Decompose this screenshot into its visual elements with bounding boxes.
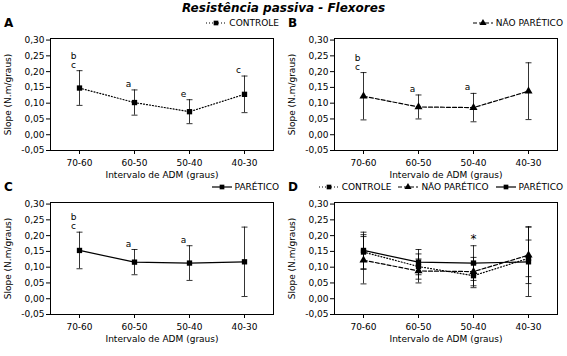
svg-text:0,30: 0,30 [308, 35, 328, 45]
html-text:NÃO PARÉTICO: NÃO PARÉTICO [421, 182, 489, 192]
svg-text:-0,05: -0,05 [21, 309, 44, 319]
svg-text:0,15: 0,15 [308, 246, 328, 256]
html-text:B: B [288, 16, 298, 30]
svg-text:0,10: 0,10 [308, 262, 328, 272]
svg-text:0,20: 0,20 [308, 67, 328, 77]
svg-text:Intervalo de ADM (graus): Intervalo de ADM (graus) [389, 334, 502, 344]
svg-text:0,25: 0,25 [24, 51, 44, 61]
svg-text:0,15: 0,15 [24, 82, 44, 92]
svg-text:a: a [126, 239, 132, 249]
svg-text:50-40: 50-40 [460, 322, 486, 332]
html-text:Resistência passiva - Flexores: Resistência passiva - Flexores [182, 1, 385, 15]
svg-text:0,05: 0,05 [308, 278, 328, 288]
svg-text:e: e [181, 89, 187, 99]
svg-text:0,10: 0,10 [308, 98, 328, 108]
svg-text:0,15: 0,15 [24, 246, 44, 256]
svg-text:70-60: 70-60 [350, 158, 376, 168]
svg-text:40-30: 40-30 [515, 158, 541, 168]
svg-text:a: a [181, 235, 187, 245]
svg-text:60-50: 60-50 [405, 322, 431, 332]
svg-text:bc: bc [71, 51, 77, 70]
svg-text:40-30: 40-30 [231, 322, 257, 332]
svg-text:0,05: 0,05 [24, 278, 44, 288]
svg-text:Slope (N.m/graus): Slope (N.m/graus) [3, 218, 13, 300]
svg-text:-0,05: -0,05 [305, 145, 328, 155]
svg-text:0,25: 0,25 [308, 215, 328, 225]
svg-text:0,00: 0,00 [308, 294, 328, 304]
svg-text:Intervalo de ADM (graus): Intervalo de ADM (graus) [105, 170, 218, 180]
svg-text:Slope (N.m/graus): Slope (N.m/graus) [3, 54, 13, 136]
svg-text:70-60: 70-60 [350, 322, 376, 332]
svg-text:Slope (N.m/graus): Slope (N.m/graus) [287, 218, 297, 300]
svg-text:40-30: 40-30 [231, 158, 257, 168]
html-text:PARÉTICO: PARÉTICO [234, 182, 279, 192]
svg-text:bc: bc [355, 53, 361, 72]
svg-text:-0,05: -0,05 [21, 145, 44, 155]
svg-text:0,30: 0,30 [24, 199, 44, 209]
svg-text:0,05: 0,05 [24, 114, 44, 124]
html-text:CONTROLE: CONTROLE [229, 18, 279, 28]
svg-text:50-40: 50-40 [176, 158, 202, 168]
svg-text:0,10: 0,10 [24, 98, 44, 108]
svg-text:0,10: 0,10 [24, 262, 44, 272]
svg-text:0,25: 0,25 [308, 51, 328, 61]
svg-text:bc: bc [71, 212, 77, 231]
svg-text:40-30: 40-30 [515, 322, 541, 332]
svg-text:0,25: 0,25 [24, 215, 44, 225]
svg-text:0,00: 0,00 [24, 294, 44, 304]
svg-text:0,20: 0,20 [308, 231, 328, 241]
svg-text:c: c [236, 65, 241, 75]
svg-text:a: a [126, 79, 132, 89]
svg-text:Slope (N.m/graus): Slope (N.m/graus) [287, 54, 297, 136]
svg-text:60-50: 60-50 [405, 158, 431, 168]
svg-text:0,15: 0,15 [308, 82, 328, 92]
svg-text:a: a [465, 82, 471, 92]
svg-text:0,20: 0,20 [24, 67, 44, 77]
svg-text:-0,05: -0,05 [305, 309, 328, 319]
html-text:A: A [4, 16, 14, 30]
svg-text:0,30: 0,30 [24, 35, 44, 45]
svg-text:60-50: 60-50 [121, 322, 147, 332]
svg-text:50-40: 50-40 [176, 322, 202, 332]
html-text:CONTROLE: CONTROLE [341, 182, 392, 192]
svg-text:70-60: 70-60 [66, 158, 92, 168]
svg-text:0,20: 0,20 [24, 231, 44, 241]
html-text:NÃO PARÉTICO: NÃO PARÉTICO [495, 18, 563, 28]
svg-text:50-40: 50-40 [460, 158, 486, 168]
svg-text:a: a [410, 84, 416, 94]
html-text:D: D [288, 180, 298, 194]
html-text:C: C [4, 180, 13, 194]
svg-text:*: * [471, 232, 477, 246]
svg-text:60-50: 60-50 [121, 158, 147, 168]
svg-text:0,05: 0,05 [308, 114, 328, 124]
svg-text:Intervalo de ADM (graus): Intervalo de ADM (graus) [105, 334, 218, 344]
svg-text:70-60: 70-60 [66, 322, 92, 332]
html-text:PARÉTICO: PARÉTICO [518, 182, 563, 192]
svg-text:0,00: 0,00 [308, 130, 328, 140]
svg-text:0,00: 0,00 [24, 130, 44, 140]
svg-text:0,30: 0,30 [308, 199, 328, 209]
svg-text:Intervalo de ADM (graus): Intervalo de ADM (graus) [389, 170, 502, 180]
